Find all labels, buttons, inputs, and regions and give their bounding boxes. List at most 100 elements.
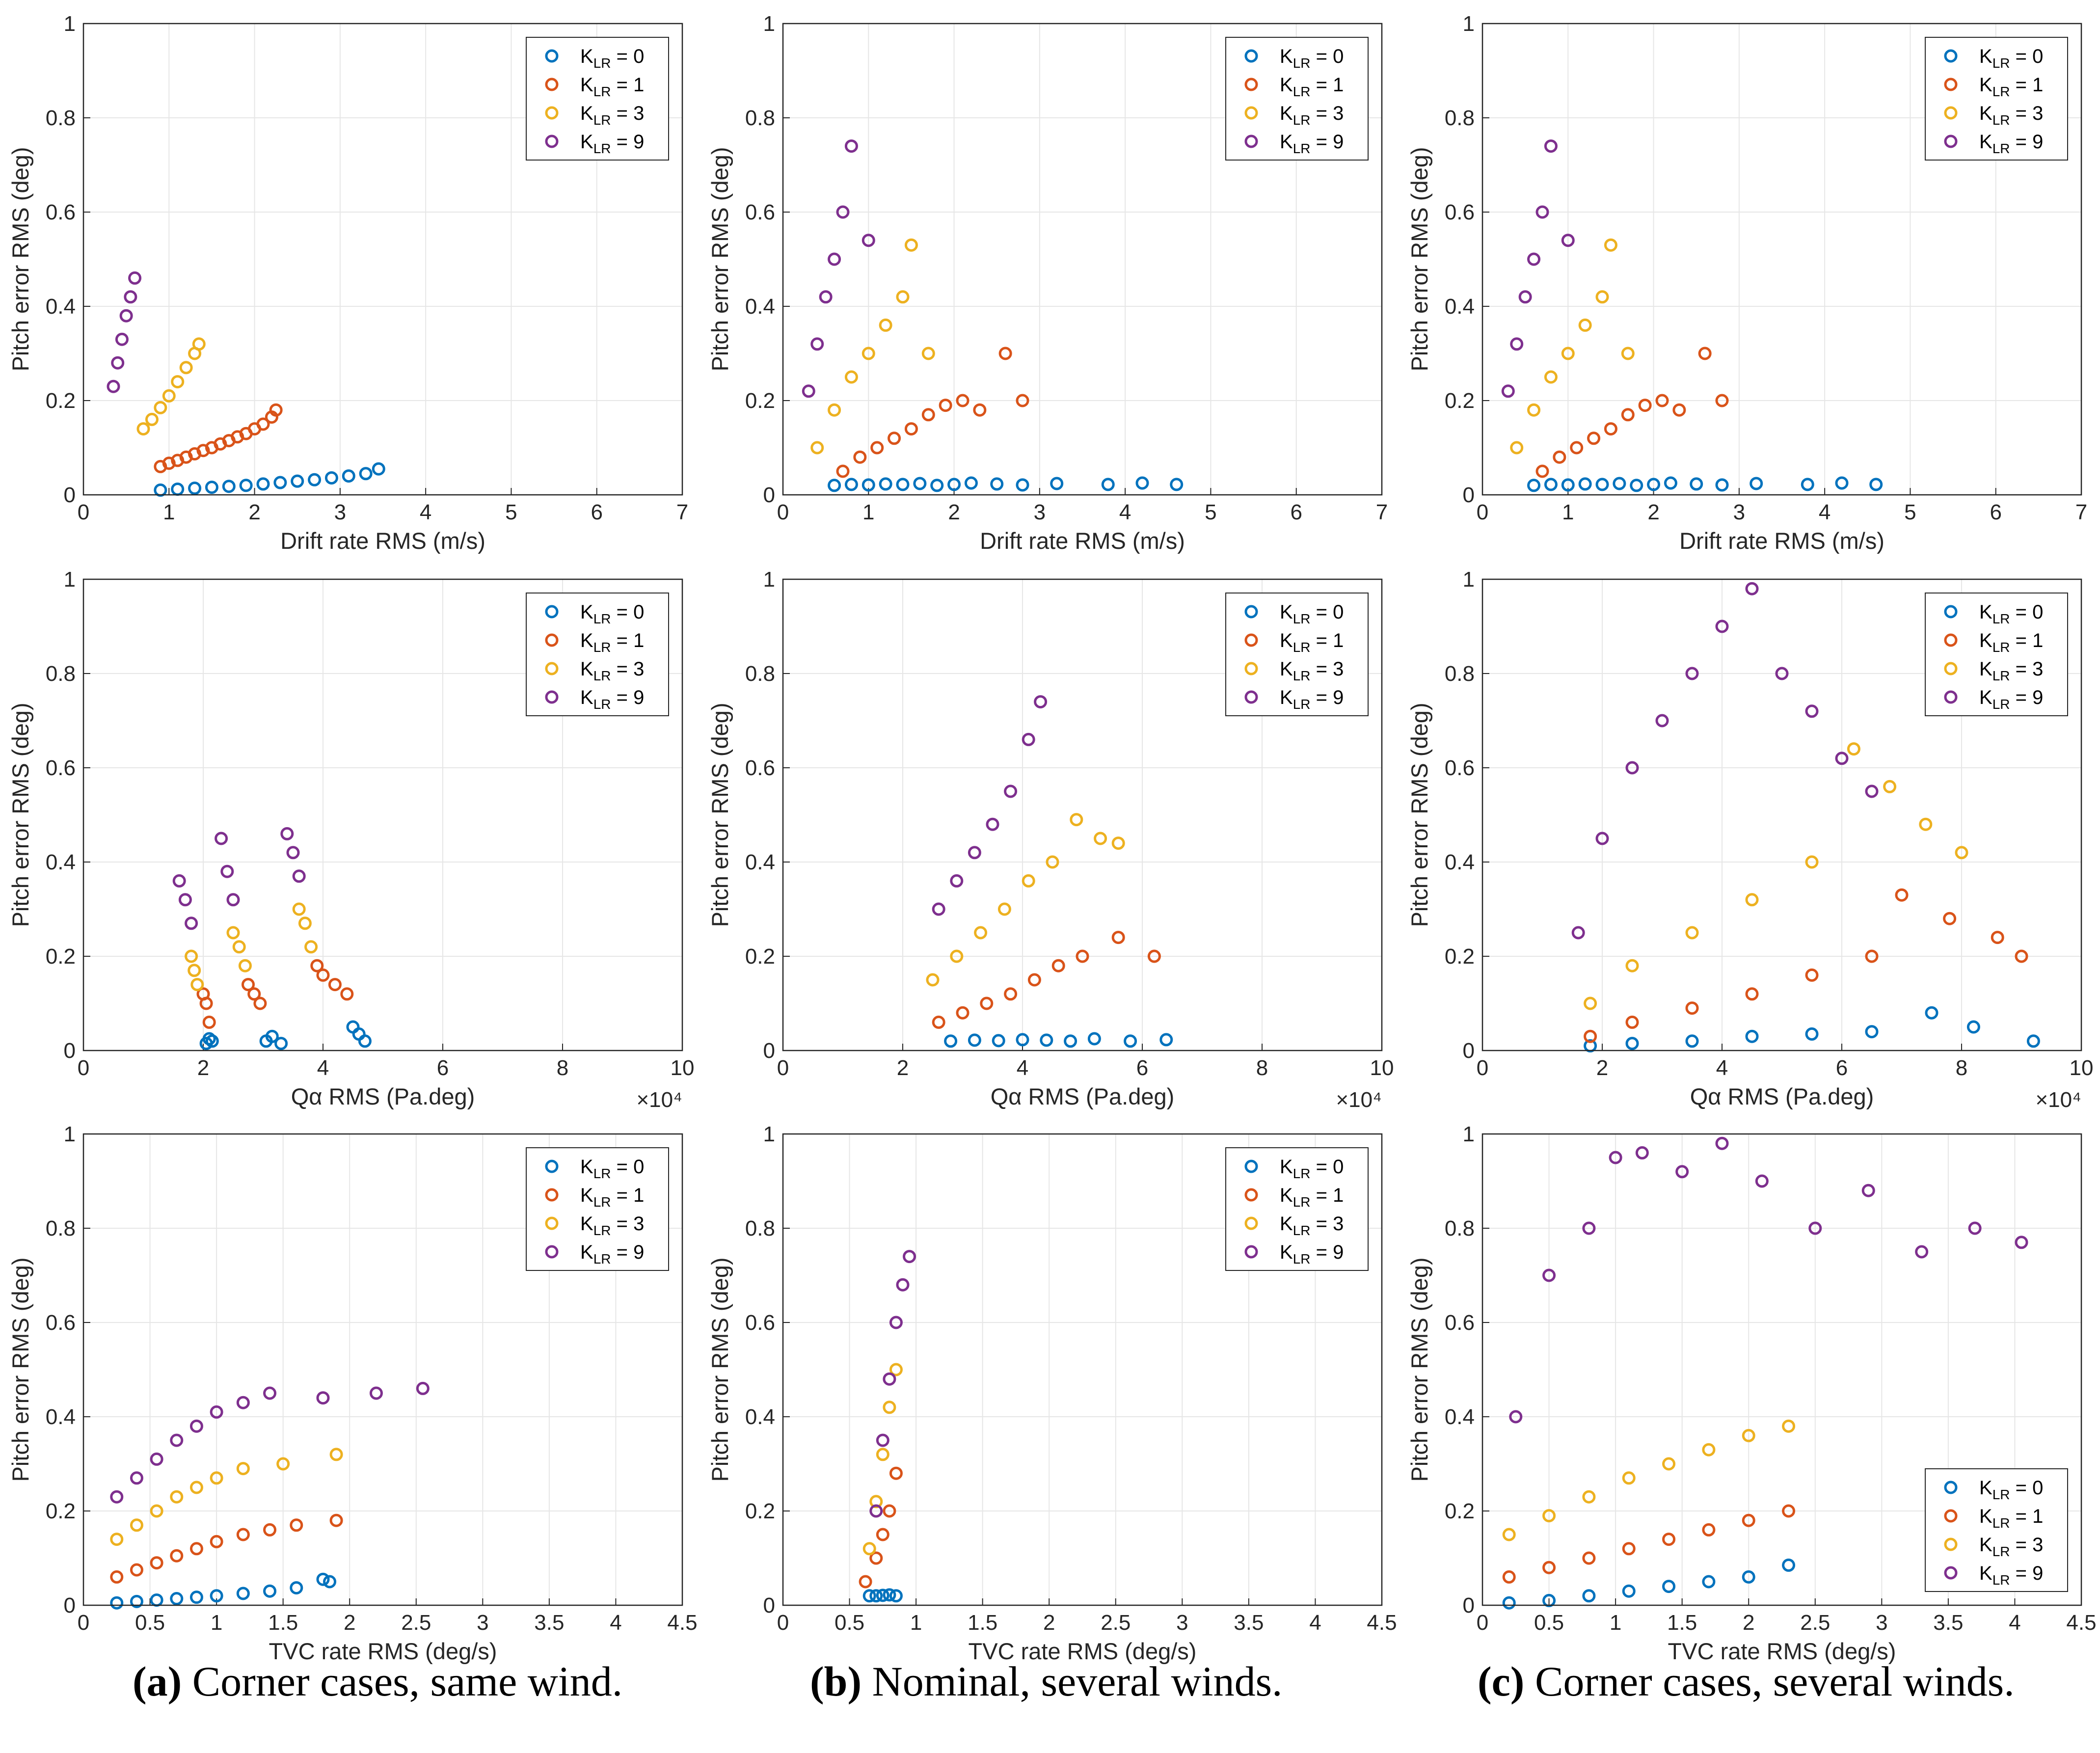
chart-c-tvc: 0 0.5 1 1.5 2 2.5 3 3.5 4 4.5 0 0.2 0.4 0.6 0.8 1 TVC ra… [1406,1122,2097,1664]
x-tick-label: 7 [2075,500,2087,524]
data-point [1943,912,1957,925]
legend-marker-k3 [1244,662,1258,675]
x-axis-label: TVC rate RMS (deg/s) [269,1638,497,1664]
data-point [324,471,338,485]
data-point [869,1551,883,1565]
data-point [130,1471,143,1485]
data-point [136,422,150,436]
x-tick-label: 3 [1034,500,1046,524]
data-point [998,347,1012,360]
data-point [828,252,841,266]
legend-marker-k3 [545,1216,559,1230]
legend-label-k0: KLR = 0 [1280,46,1344,71]
series-k1 [154,403,283,473]
data-point [819,290,833,304]
data-point [1578,318,1592,332]
data-point [1046,855,1059,869]
data-point [189,1591,203,1604]
legend: KLR = 0 KLR = 1 KLR = 3 KLR = 9 [1925,593,2068,716]
data-point [1685,1001,1699,1015]
data-point [1621,347,1635,360]
data-point [1664,476,1677,490]
data-point [202,1015,216,1029]
data-point [1647,478,1661,491]
data-point [189,1419,203,1433]
legend-label-k1: KLR = 1 [1979,74,2043,99]
data-point [292,869,306,883]
legend-marker-k0 [1944,49,1958,63]
data-point [1542,1593,1556,1607]
legend-label-k0: KLR = 0 [1979,601,2043,626]
data-point [879,318,892,332]
x-tick-label: 7 [1376,500,1388,524]
data-point [1625,761,1639,775]
legend-label-k1: KLR = 1 [1280,1185,1344,1210]
data-point [171,375,185,389]
data-point [1527,252,1541,266]
x-axis-label: TVC rate RMS (deg/s) [1668,1638,1896,1664]
data-point [921,347,935,360]
y-tick-label: 0.6 [1445,1311,1475,1335]
data-point [119,309,133,323]
chart-b-tvc: 0 0.5 1 1.5 2 2.5 3 3.5 4 4.5 0 0.2 0.4 0.6 0.8 1 TVC ra… [707,1122,1397,1664]
data-point [944,1034,958,1048]
data-point [932,1015,945,1029]
data-point [110,1533,124,1546]
y-tick-label: 0.8 [46,1216,76,1241]
data-point [1064,1034,1077,1048]
x-tick-label: 3 [1733,500,1745,524]
data-point [956,1006,969,1020]
axes-box [82,578,683,1052]
y-tick-label: 0 [763,1039,775,1063]
y-tick-label: 0 [64,1039,76,1063]
data-point [1662,1457,1676,1471]
data-point [1076,949,1089,963]
data-point [973,403,987,417]
data-point [1070,813,1083,827]
y-tick-label: 1 [1463,1122,1475,1146]
x-tick-label: 1 [910,1611,922,1635]
legend-label-k9: KLR = 9 [580,131,644,156]
data-point [853,450,867,464]
x-tick-label: 3 [477,1611,488,1635]
legend-label-k1: KLR = 1 [1979,1506,2043,1531]
x-tick-label: 2 [248,500,260,524]
axes-box [1481,1133,2082,1606]
data-point [1135,476,1149,490]
data-point [896,478,910,491]
x-tick-label: 8 [557,1056,568,1080]
data-point [1715,1136,1729,1150]
data-point [1542,1268,1556,1282]
x-tick-label: 2 [344,1611,355,1635]
data-point [1571,926,1585,940]
data-point [1609,1151,1622,1164]
series-k0 [862,1588,903,1603]
legend-label-k9: KLR = 9 [580,687,644,712]
x-tick-label: 2.5 [1800,1611,1830,1635]
data-point [369,1386,383,1400]
data-point [1622,1542,1636,1556]
legend-label-k1: KLR = 1 [580,630,644,655]
data-points [1502,1136,2028,1610]
data-point [889,1466,903,1480]
data-point [1542,1509,1556,1523]
data-point [316,1391,330,1405]
data-point [316,1572,330,1586]
data-point [883,1372,896,1386]
caption-c-letter: (c) [1478,1658,1525,1705]
data-point [1111,931,1125,944]
y-axis-label: Pitch error RMS (deg) [7,1257,33,1482]
legend-marker-k1 [545,1188,559,1202]
data-point [968,846,981,860]
y-tick-label: 0.8 [1445,106,1475,130]
data-point [1544,370,1558,384]
legend-marker-k1 [1244,78,1258,91]
data-point [1966,1020,1980,1034]
legend-marker-k1 [1944,1509,1958,1523]
x-tick-label: 2 [1596,1056,1608,1080]
data-point [1584,1029,1597,1043]
x-tick-label: 2 [948,500,960,524]
y-tick-label: 0 [1463,483,1475,507]
legend-box [1925,593,2068,716]
